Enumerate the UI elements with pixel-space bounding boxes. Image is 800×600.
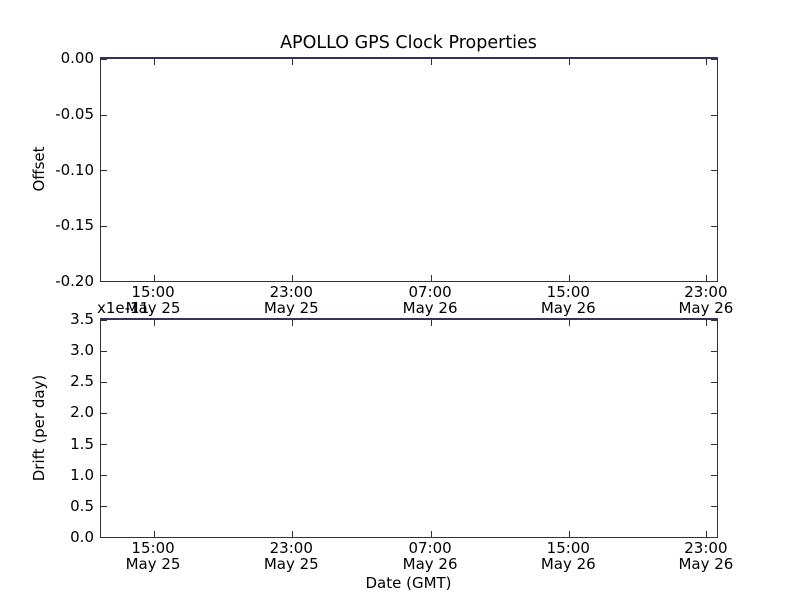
- x-tick-label: 15:00 May 26: [541, 284, 596, 316]
- y-tick-mark: [711, 350, 717, 352]
- y-tick-mark: [101, 444, 107, 445]
- x-tick-mark: [153, 531, 155, 537]
- y-tick-mark: [711, 412, 717, 414]
- y-tick-mark: [711, 381, 717, 383]
- x-tick-mark: [153, 320, 155, 326]
- y-scale-offset-text: x1e-11: [97, 299, 150, 317]
- x-tick-label: 07:00 May 26: [403, 540, 458, 572]
- x-tick-mark: [705, 59, 707, 65]
- x-tick-mark: [291, 320, 293, 326]
- x-tick-label: 15:00 May 25: [126, 540, 181, 572]
- y-tick-mark: [711, 114, 717, 116]
- y-tick-label: 3.5: [70, 310, 94, 328]
- x-tick-label: 23:00 May 26: [678, 540, 733, 572]
- x-tick-date: May 26: [402, 299, 458, 317]
- x-tick-date: May 25: [263, 299, 319, 317]
- x-tick-label: 15:00 May 25: [126, 284, 181, 316]
- y-tick-label: 2.0: [70, 403, 94, 422]
- y-tick-label: 0.5: [70, 496, 94, 515]
- x-tick-label: 23:00 May 25: [264, 284, 319, 316]
- y-tick-label: 1.5: [70, 434, 94, 453]
- x-tick-time: 15:00: [546, 283, 590, 301]
- x-tick-time: 15:00: [131, 539, 175, 557]
- y-tick-mark: [101, 537, 107, 538]
- y-tick-mark: [711, 225, 717, 227]
- offset-x-tick-labels: 15:00 May 25 23:00 May 25 07:00 May 26 15:00 Ma…: [100, 284, 734, 320]
- x-tick-mark: [705, 275, 707, 281]
- x-tick-date: May 25: [125, 555, 181, 573]
- chart-title: APOLLO GPS Clock Properties: [280, 33, 537, 53]
- x-tick-mark: [291, 275, 293, 281]
- y-tick-mark: [711, 320, 717, 321]
- y-tick-label: 0.00: [60, 49, 94, 67]
- x-tick-time: 23:00: [269, 539, 313, 557]
- y-tick-label: -0.10: [55, 160, 94, 179]
- y-tick-label: -0.20: [55, 272, 94, 290]
- y-tick-mark: [101, 320, 107, 321]
- y-tick-label: 2.5: [70, 372, 94, 391]
- x-tick-mark: [430, 275, 432, 281]
- x-tick-date: May 25: [263, 555, 319, 573]
- x-tick-label: 23:00 May 26: [678, 284, 733, 316]
- y-tick-mark: [101, 59, 107, 60]
- x-tick-time: 23:00: [684, 283, 728, 301]
- y-tick-mark: [101, 412, 107, 414]
- y-tick-mark: [101, 506, 107, 507]
- x-tick-date: May 26: [540, 555, 596, 573]
- x-tick-mark: [430, 320, 432, 326]
- x-tick-mark: [568, 275, 570, 281]
- y-tick-mark: [101, 475, 107, 476]
- x-tick-mark: [291, 531, 293, 537]
- y-tick-mark: [711, 59, 717, 60]
- x-tick-time: 15:00: [546, 539, 590, 557]
- y-tick-mark: [101, 114, 107, 116]
- y-tick-label: -0.05: [55, 104, 94, 123]
- x-tick-mark: [153, 59, 155, 65]
- x-tick-date: May 26: [678, 555, 734, 573]
- y-tick-mark: [101, 350, 107, 352]
- x-tick-label: 23:00 May 25: [264, 540, 319, 572]
- x-tick-date: May 25: [125, 299, 181, 317]
- x-tick-time: 07:00: [408, 539, 452, 557]
- x-tick-mark: [705, 320, 707, 326]
- y-tick-mark: [101, 281, 107, 282]
- y-tick-label: 1.0: [70, 465, 94, 484]
- x-tick-date: May 26: [678, 299, 734, 317]
- x-tick-mark: [568, 59, 570, 65]
- x-tick-time: 07:00: [408, 283, 452, 301]
- x-tick-label: 15:00 May 26: [541, 540, 596, 572]
- drift-plot-area: [100, 318, 718, 538]
- x-tick-time: 15:00: [131, 283, 175, 301]
- y-tick-mark: [711, 475, 717, 476]
- y-tick-label: -0.15: [55, 216, 94, 235]
- x-tick-mark: [705, 531, 707, 537]
- x-tick-mark: [568, 531, 570, 537]
- x-tick-mark: [291, 59, 293, 65]
- x-tick-mark: [568, 320, 570, 326]
- y-tick-mark: [711, 170, 717, 171]
- y-tick-mark: [711, 537, 717, 538]
- offset-y-tick-labels: 0.00 -0.05 -0.10 -0.15 -0.20: [0, 49, 94, 290]
- drift-x-tick-labels: 15:00 May 25 23:00 May 25 07:00 May 26 15:00 Ma…: [100, 540, 734, 576]
- x-tick-mark: [430, 59, 432, 65]
- y-tick-mark: [711, 281, 717, 282]
- x-tick-time: 23:00: [269, 283, 313, 301]
- y-tick-mark: [711, 506, 717, 507]
- y-tick-mark: [101, 381, 107, 383]
- x-tick-mark: [430, 531, 432, 537]
- x-tick-mark: [153, 275, 155, 281]
- y-tick-mark: [711, 444, 717, 445]
- x-tick-time: 23:00: [684, 539, 728, 557]
- y-tick-label: 3.0: [70, 341, 94, 360]
- y-tick-mark: [101, 225, 107, 227]
- x-tick-date: May 26: [540, 299, 596, 317]
- x-tick-label: 07:00 May 26: [403, 284, 458, 316]
- y-tick-label: 0.0: [70, 528, 94, 546]
- x-tick-date: May 26: [402, 555, 458, 573]
- offset-plot-area: [100, 57, 718, 282]
- x-axis-label: Date (GMT): [365, 574, 452, 592]
- y-tick-mark: [101, 170, 107, 171]
- drift-y-tick-labels: 3.5 3.0 2.5 2.0 1.5 1.0 0.5 0.0: [0, 310, 94, 546]
